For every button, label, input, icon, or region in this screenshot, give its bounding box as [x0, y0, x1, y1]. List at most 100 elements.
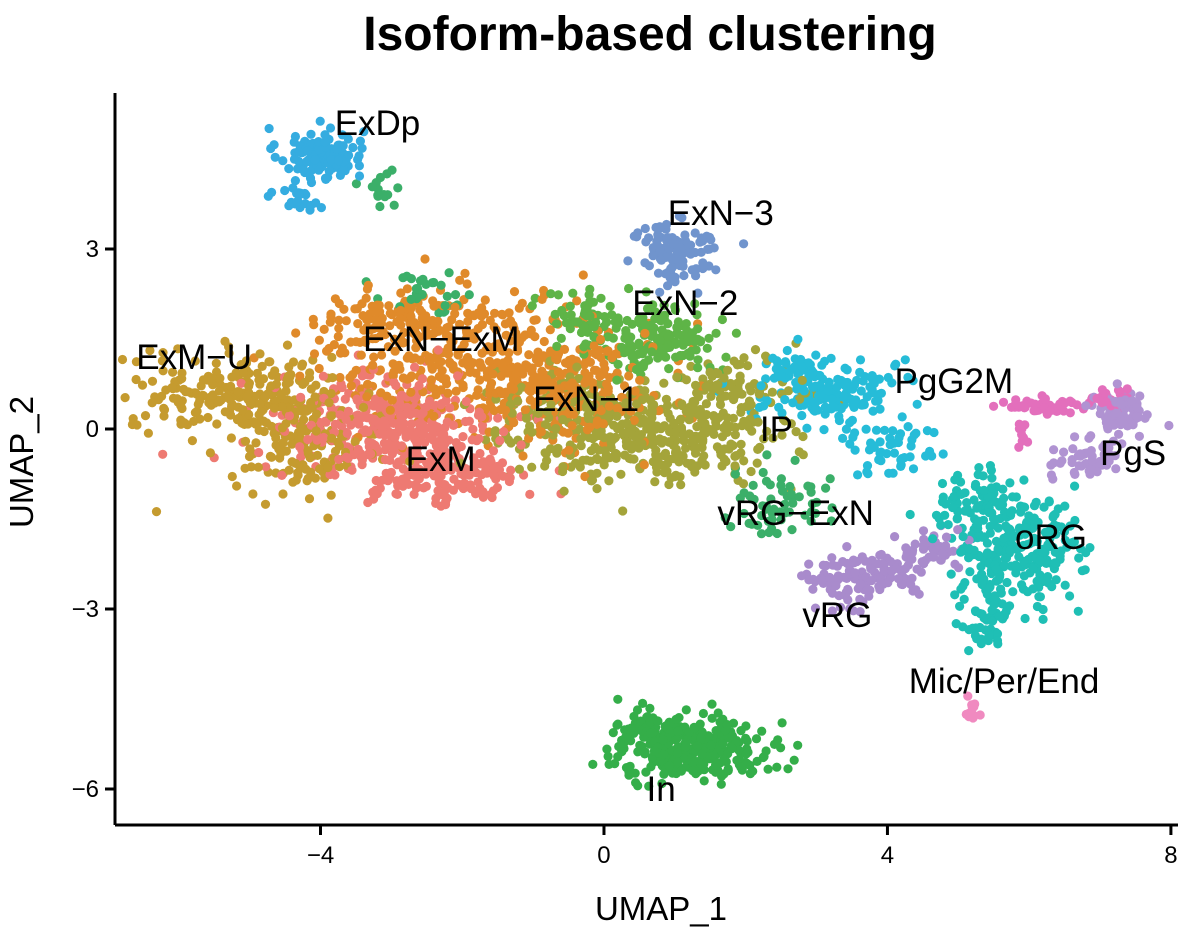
- scatter-point: [355, 136, 365, 146]
- scatter-point: [783, 764, 793, 774]
- scatter-point: [659, 769, 669, 779]
- scatter-point: [227, 372, 237, 382]
- scatter-point: [585, 422, 595, 432]
- scatter-point: [757, 510, 767, 521]
- scatter-point: [858, 376, 868, 386]
- scatter-point: [1017, 580, 1027, 590]
- scatter-point: [394, 457, 404, 467]
- scatter-point: [677, 399, 687, 409]
- scatter-point: [299, 165, 309, 175]
- scatter-point: [346, 420, 356, 430]
- scatter-point: [564, 381, 574, 391]
- scatter-point: [625, 339, 635, 349]
- scatter-point: [827, 553, 837, 563]
- scatter-point: [747, 426, 757, 436]
- scatter-point: [685, 351, 695, 361]
- scatter-point: [248, 417, 259, 427]
- scatter-point: [987, 473, 997, 483]
- scatter-point: [1006, 508, 1016, 518]
- scatter-point: [195, 396, 205, 406]
- cluster-labels: ExDp ExN−3 ExN−2 ExN−ExM ExM−U ExM ExN−1 IP PgG2…: [136, 104, 1166, 809]
- scatter-point: [755, 442, 765, 452]
- scatter-point: [617, 342, 627, 352]
- scatter-point: [659, 468, 670, 478]
- scatter-point: [1035, 555, 1045, 566]
- scatter-point: [357, 299, 367, 309]
- scatter-point: [257, 361, 267, 371]
- scatter-point: [817, 360, 827, 370]
- scatter-point: [414, 474, 424, 484]
- scatter-point: [289, 137, 299, 147]
- scatter-point: [794, 492, 804, 502]
- scatter-point: [312, 450, 323, 460]
- scatter-point: [394, 360, 404, 370]
- scatter-point: [369, 401, 379, 411]
- cluster-label: ExM: [406, 440, 476, 479]
- scatter-point: [500, 389, 510, 399]
- scatter-point: [808, 584, 818, 594]
- scatter-point: [1005, 545, 1015, 556]
- scatter-point: [568, 288, 578, 298]
- scatter-point: [372, 489, 382, 499]
- scatter-point: [879, 565, 890, 576]
- scatter-point: [402, 284, 412, 294]
- scatter-point: [462, 328, 472, 338]
- scatter-point: [621, 328, 631, 338]
- scatter-point: [371, 333, 381, 344]
- scatter-point: [833, 573, 843, 583]
- scatter-point: [398, 273, 408, 283]
- scatter-point: [821, 560, 831, 571]
- scatter-point: [802, 423, 812, 433]
- scatter-point: [1074, 461, 1084, 471]
- scatter-point: [613, 422, 623, 432]
- scatter-point: [807, 499, 818, 509]
- scatter-point: [440, 500, 451, 510]
- scatter-point: [730, 390, 740, 401]
- scatter-point: [315, 464, 325, 474]
- scatter-point: [777, 486, 788, 496]
- scatter-point: [427, 315, 438, 326]
- scatter-point: [366, 449, 376, 459]
- scatter-point: [648, 300, 658, 310]
- scatter-point: [284, 164, 294, 174]
- scatter-point: [961, 506, 972, 516]
- scatter-point: [874, 455, 884, 465]
- scatter-point: [343, 134, 353, 144]
- scatter-point: [711, 328, 721, 338]
- scatter-point: [832, 561, 843, 571]
- scatter-point: [490, 426, 500, 436]
- scatter-point: [376, 388, 386, 398]
- scatter-point: [362, 392, 372, 402]
- scatter-point: [524, 385, 534, 395]
- scatter-point: [825, 572, 835, 583]
- scatter-point: [432, 353, 442, 363]
- scatter-point: [960, 488, 970, 498]
- cluster-label: Mic/Per/End: [909, 662, 1100, 701]
- scatter-point: [831, 581, 841, 591]
- scatter-point: [120, 393, 130, 403]
- scatter-point: [656, 255, 667, 265]
- scatter-point: [739, 508, 749, 519]
- scatter-point: [468, 424, 478, 434]
- scatter-point: [464, 470, 474, 480]
- scatter-point: [389, 377, 399, 387]
- scatter-point: [357, 455, 367, 465]
- scatter-point: [276, 448, 286, 458]
- scatter-point: [1060, 501, 1070, 511]
- scatter-point: [636, 716, 646, 726]
- scatter-point: [327, 433, 337, 443]
- scatter-point: [527, 427, 537, 437]
- scatter-point: [176, 401, 186, 411]
- scatter-point: [659, 749, 669, 760]
- scatter-point: [918, 541, 929, 551]
- scatter-point: [406, 304, 416, 314]
- scatter-point: [929, 427, 939, 438]
- scatter-point: [325, 317, 335, 327]
- scatter-point: [399, 337, 409, 348]
- scatter-point: [406, 312, 416, 322]
- scatter-point: [531, 315, 541, 325]
- scatter-point: [664, 364, 674, 374]
- scatter-point: [664, 761, 674, 771]
- scatter-point: [578, 270, 588, 280]
- scatter-point: [1047, 582, 1057, 592]
